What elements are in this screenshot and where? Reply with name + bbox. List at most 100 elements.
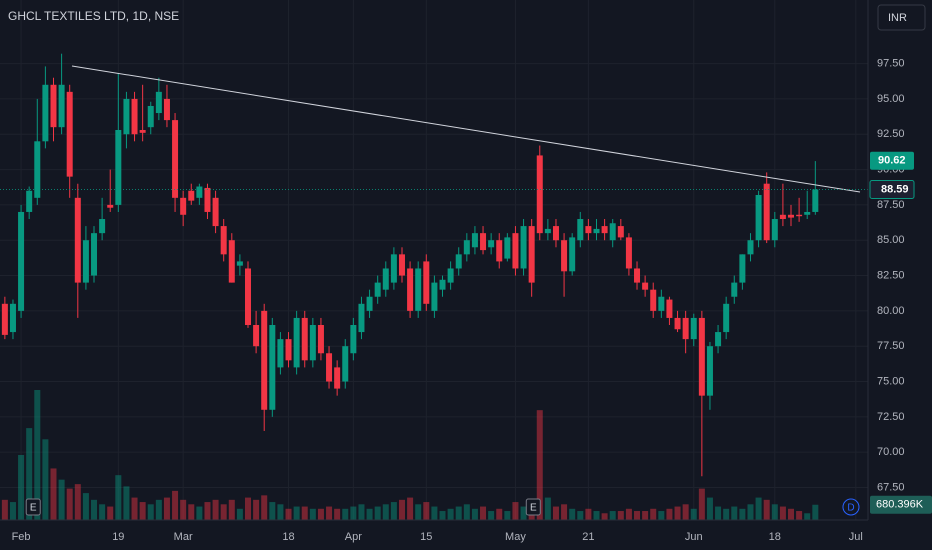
candle-body	[650, 289, 657, 311]
volume-bar	[634, 511, 641, 520]
volume-bar	[301, 506, 308, 520]
candle-body	[471, 233, 478, 248]
candle-body	[455, 254, 462, 269]
volume-bar	[650, 508, 657, 520]
candle-body	[561, 240, 568, 272]
volume-bar	[455, 506, 462, 520]
candle-body	[682, 317, 689, 340]
volume-bar	[82, 493, 89, 520]
marker-price-label: 90.62	[878, 155, 906, 167]
volume-bar	[26, 428, 33, 520]
candle-body	[666, 299, 673, 318]
candle-body	[301, 317, 308, 361]
volume-bar	[155, 499, 162, 520]
y-tick-label: 70.00	[877, 446, 905, 458]
x-tick-label: 18	[282, 531, 294, 543]
volume-bar	[236, 508, 243, 520]
candle-body	[342, 346, 349, 382]
candle-body	[236, 261, 243, 266]
candle-body	[285, 339, 292, 361]
candle-body	[593, 228, 600, 234]
volume-bar	[496, 508, 503, 520]
candle-body	[82, 240, 89, 283]
candle-body	[358, 303, 365, 333]
volume-bar	[123, 486, 130, 520]
volume-bar	[91, 499, 98, 520]
currency-label[interactable]: INR	[888, 12, 907, 24]
price-axis: 97.5095.0092.5090.0087.5085.0082.5080.00…	[869, 57, 932, 514]
event-marker	[25, 498, 41, 516]
chart-title: GHCL TEXTILES LTD, 1D, NSE	[8, 9, 179, 23]
volume-bar	[674, 506, 681, 520]
volume-bar	[552, 506, 559, 520]
volume-bar	[277, 504, 284, 520]
volume-bar	[374, 506, 381, 520]
candle-body	[496, 240, 503, 262]
volume-bar	[188, 504, 195, 520]
candle-body	[163, 98, 170, 121]
candle-body	[504, 237, 511, 259]
event-marker	[525, 498, 541, 516]
candle-body	[674, 317, 681, 330]
y-tick-label: 87.50	[877, 199, 905, 211]
volume-bar	[480, 506, 487, 520]
volume-bar	[755, 497, 762, 520]
y-tick-label: 95.00	[877, 93, 905, 105]
candle-body	[261, 310, 268, 410]
candle-body	[706, 346, 713, 396]
candle-body	[228, 240, 235, 283]
candle-body	[601, 226, 608, 234]
candle-body	[463, 240, 470, 255]
x-tick-label: Apr	[345, 531, 362, 543]
candle-body	[625, 237, 632, 269]
volume-bar	[463, 504, 470, 520]
volume-bar	[253, 499, 260, 520]
event-label: E	[530, 503, 537, 514]
candle-body	[431, 282, 438, 311]
volume-bar	[577, 511, 584, 520]
candle-body	[747, 240, 754, 255]
candle-body	[269, 325, 276, 410]
volume-bar	[350, 506, 357, 520]
candle-body	[642, 282, 649, 290]
y-tick-label: 82.50	[877, 269, 905, 281]
volume-bar	[698, 488, 705, 520]
candle-body	[91, 233, 98, 276]
candle-body	[147, 105, 154, 128]
candle-body	[42, 84, 49, 142]
volume-bar	[172, 490, 179, 520]
event-label: D	[847, 503, 854, 514]
volume-bar	[407, 497, 414, 520]
candle-body	[204, 187, 211, 212]
candle-body	[739, 254, 746, 283]
candle-body	[374, 282, 381, 297]
y-tick-label: 72.50	[877, 411, 905, 423]
currency-button[interactable]	[877, 4, 926, 31]
volume-bar	[18, 455, 25, 520]
volume-bar	[731, 506, 738, 520]
candle-body	[26, 190, 33, 212]
volume-bar	[58, 479, 65, 520]
candle-body	[74, 197, 81, 283]
candle-body	[253, 325, 260, 347]
x-tick-label: Mar	[174, 531, 193, 543]
volume-bar	[601, 513, 608, 520]
volume-bar	[439, 511, 446, 520]
event-marker	[842, 498, 860, 516]
x-tick-label: 21	[582, 531, 594, 543]
x-tick-label: May	[505, 531, 526, 543]
volume-bar	[585, 508, 592, 520]
volume-bar	[690, 508, 697, 520]
x-tick-label: Jul	[849, 531, 863, 543]
volume-bar	[342, 508, 349, 520]
volume-bar	[642, 511, 649, 520]
volume-bar	[625, 508, 632, 520]
volume-bar	[293, 506, 300, 520]
candle-body	[423, 261, 430, 304]
candle-body	[382, 268, 389, 290]
x-tick-label: Jun	[685, 531, 703, 543]
volume-bar	[115, 475, 122, 520]
candle-body	[212, 197, 219, 227]
